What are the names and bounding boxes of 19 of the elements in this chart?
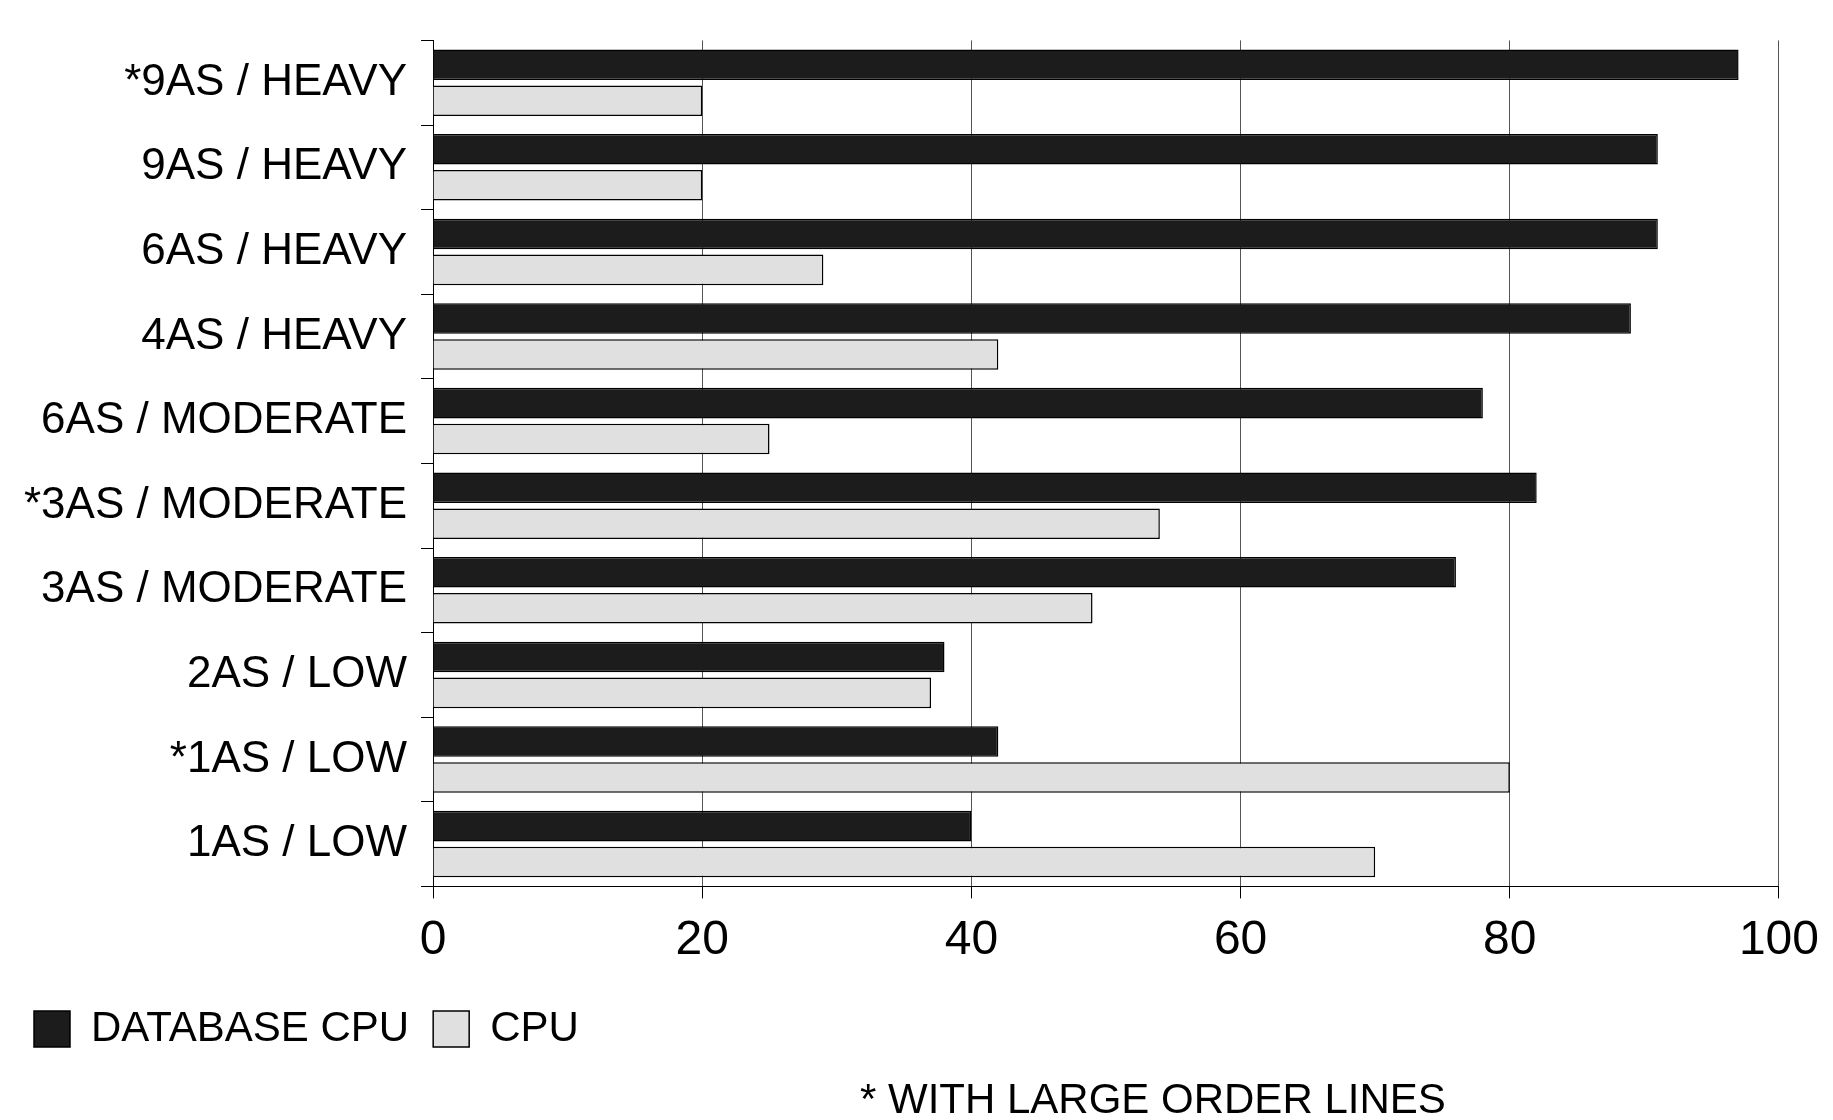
x-tick-label: 20 xyxy=(675,911,729,965)
y-tick-label: 4AS / HEAVY xyxy=(141,308,408,358)
y-tick-label: *1AS / LOW xyxy=(169,731,408,781)
y-tick-label: 6AS / MODERATE xyxy=(41,393,408,443)
legend-label: CPU xyxy=(490,1002,579,1050)
x-tick-label: 100 xyxy=(1738,911,1819,965)
x-tick-label: 80 xyxy=(1483,911,1537,965)
text: * WITH LARGE ORDER LINES xyxy=(860,1075,1446,1120)
y-tick-label: *9AS / HEAVY xyxy=(124,54,408,104)
x-tick-label: 40 xyxy=(944,911,999,965)
y-tick-label: 3AS / MODERATE xyxy=(41,562,408,612)
y-tick-label: 1AS / LOW xyxy=(186,816,408,866)
y-tick-label: 9AS / HEAVY xyxy=(141,139,408,189)
y-tick-label: 6AS / HEAVY xyxy=(141,224,408,274)
legend-label: DATABASE CPU xyxy=(91,1002,410,1050)
y-tick-label: *3AS / MODERATE xyxy=(24,477,408,527)
x-tick-label: 0 xyxy=(419,911,447,965)
x-tick-label: 60 xyxy=(1213,911,1268,965)
y-tick-label: 2AS / LOW xyxy=(186,647,408,697)
